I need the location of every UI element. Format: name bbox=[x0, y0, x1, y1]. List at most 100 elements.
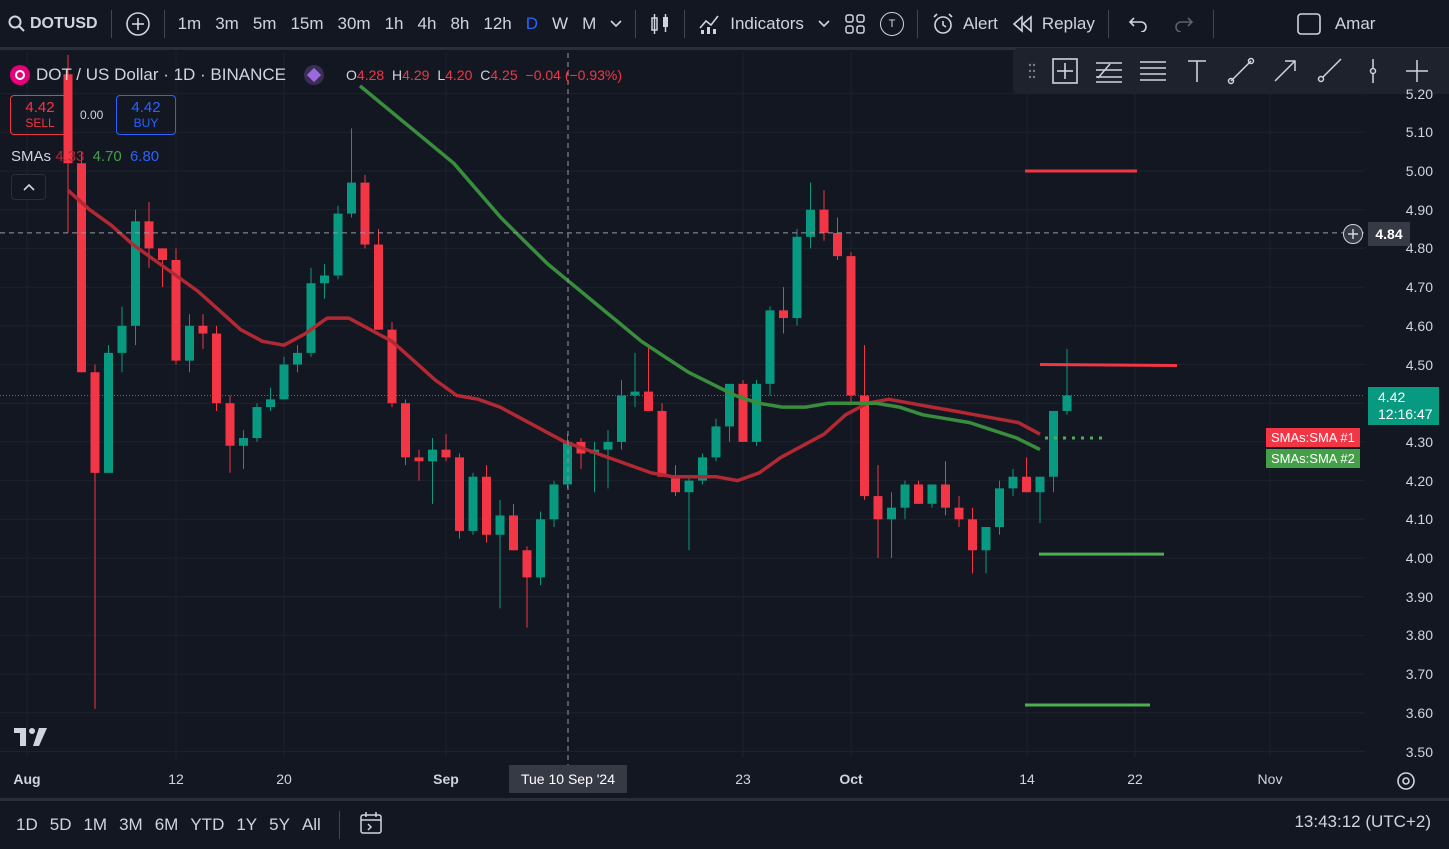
range-6m[interactable]: 6M bbox=[154, 815, 179, 834]
indicators-dropdown-button[interactable] bbox=[811, 6, 837, 42]
text-tool-icon[interactable] bbox=[1175, 51, 1219, 91]
range-all[interactable]: All bbox=[301, 815, 321, 834]
chart-type-button[interactable] bbox=[642, 6, 678, 42]
range-1y[interactable]: 1Y bbox=[236, 815, 258, 834]
interval-15m[interactable]: 15m bbox=[290, 13, 324, 33]
range-5y[interactable]: 5Y bbox=[269, 815, 290, 834]
add-alert-icon[interactable] bbox=[1343, 224, 1363, 244]
symbol-search-button[interactable]: DOTUSD bbox=[0, 6, 105, 42]
trend-line-icon[interactable] bbox=[1219, 51, 1263, 91]
price-tick-label: 4.80 bbox=[1405, 240, 1433, 257]
interval-30m[interactable]: 30m bbox=[337, 13, 371, 33]
timezone-clock[interactable]: 13:43:12 (UTC+2) bbox=[1294, 812, 1431, 831]
candle-body bbox=[225, 403, 235, 446]
undo-icon bbox=[1128, 16, 1147, 32]
buy-button[interactable]: 4.42 BUY bbox=[116, 95, 176, 135]
sell-button[interactable]: 4.42 SELL bbox=[10, 95, 70, 135]
ray-tool-icon[interactable] bbox=[1307, 51, 1351, 91]
interval-list: 1m 3m 5m 15m 30m 1h 4h 8h 12h D W M bbox=[171, 6, 604, 42]
sma-legend[interactable]: SMAs 4.33 4.70 6.80 bbox=[11, 148, 159, 165]
alarm-clock-icon bbox=[933, 12, 953, 34]
tradingview-logo[interactable] bbox=[14, 726, 52, 754]
interval-1m[interactable]: 1m bbox=[177, 13, 202, 33]
interval-4h[interactable]: 4h bbox=[417, 13, 437, 33]
candle-body bbox=[644, 391, 653, 411]
candle-body bbox=[1062, 395, 1072, 411]
candle-body bbox=[171, 260, 181, 361]
interval-d[interactable]: D bbox=[525, 13, 539, 33]
templates-button[interactable]: T bbox=[873, 6, 911, 42]
divider bbox=[1107, 9, 1109, 38]
crosshair-tool-icon[interactable] bbox=[1395, 51, 1439, 91]
fullscreen-button[interactable] bbox=[1290, 6, 1328, 42]
price-chart[interactable] bbox=[0, 53, 1449, 798]
fib-channel-icon[interactable] bbox=[1087, 51, 1131, 91]
price-tick-label: 3.50 bbox=[1405, 743, 1433, 760]
interval-8h[interactable]: 8h bbox=[450, 13, 470, 33]
range-1d[interactable]: 1D bbox=[16, 815, 38, 834]
ohlc-values: O4.28 H4.29 L4.20 C4.25 −0.04 (−0.93%) bbox=[346, 67, 623, 83]
layouts-button[interactable] bbox=[837, 6, 873, 42]
chart-pane[interactable] bbox=[0, 53, 1449, 798]
replay-button[interactable]: Replay bbox=[1005, 6, 1102, 42]
parallel-lines-icon[interactable] bbox=[1131, 51, 1175, 91]
symbol-name: DOTUSD bbox=[30, 14, 98, 32]
candle-body bbox=[792, 236, 802, 319]
candle-body bbox=[1035, 476, 1045, 493]
interval-12h[interactable]: 12h bbox=[483, 13, 512, 33]
price-tick-label: 5.10 bbox=[1405, 124, 1433, 141]
sma3-value: 6.80 bbox=[129, 148, 160, 165]
chevron-down-icon bbox=[818, 19, 830, 27]
candle-body bbox=[752, 383, 761, 442]
range-3m[interactable]: 3M bbox=[119, 815, 143, 834]
candle-body bbox=[468, 476, 478, 531]
candle-body bbox=[941, 484, 950, 508]
legend-title[interactable]: DOT / US Dollar · 1D · BINANCE bbox=[36, 65, 287, 84]
undo-button[interactable] bbox=[1115, 6, 1161, 42]
drag-handle-icon[interactable] bbox=[1021, 51, 1043, 91]
sell-price: 4.42 bbox=[25, 99, 55, 116]
candle-body bbox=[306, 283, 316, 353]
alert-button[interactable]: Alert bbox=[924, 6, 1005, 42]
range-5d[interactable]: 5D bbox=[49, 815, 72, 834]
redo-icon bbox=[1175, 16, 1193, 32]
user-menu-button[interactable]: Amar bbox=[1328, 6, 1383, 42]
candle-body bbox=[819, 209, 829, 233]
candle-body bbox=[77, 163, 86, 373]
candle-body bbox=[846, 256, 856, 396]
interval-5m[interactable]: 5m bbox=[252, 13, 277, 33]
arrow-tool-icon[interactable] bbox=[1263, 51, 1307, 91]
legend-collapse-button[interactable] bbox=[11, 174, 46, 200]
candle-body bbox=[806, 209, 815, 237]
interval-w[interactable]: W bbox=[552, 13, 569, 33]
price-tick-label: 5.00 bbox=[1405, 163, 1433, 179]
object-tree-icon[interactable] bbox=[1043, 51, 1087, 91]
interval-1h[interactable]: 1h bbox=[384, 13, 404, 33]
candle-body bbox=[1008, 476, 1018, 489]
interval-m[interactable]: M bbox=[582, 13, 597, 33]
candle-body bbox=[981, 527, 991, 551]
compare-button[interactable] bbox=[118, 6, 158, 42]
candle-body bbox=[684, 480, 694, 493]
interval-3m[interactable]: 3m bbox=[215, 13, 239, 33]
resistance-level-line bbox=[1039, 363, 1178, 367]
range-ytd[interactable]: YTD bbox=[190, 815, 225, 834]
vertical-line-icon[interactable] bbox=[1351, 51, 1395, 91]
candle-body bbox=[509, 515, 518, 551]
time-tick-label: 12 bbox=[168, 771, 184, 787]
time-tick-label: Sep bbox=[433, 771, 459, 787]
candle-body bbox=[563, 441, 572, 485]
interval-dropdown-button[interactable] bbox=[603, 6, 629, 42]
candle-body bbox=[603, 441, 613, 450]
goto-date-button[interactable] bbox=[352, 810, 390, 841]
redo-button[interactable] bbox=[1161, 6, 1207, 42]
dot-network-icon[interactable] bbox=[304, 65, 325, 85]
chevron-down-icon bbox=[610, 19, 622, 27]
last-price-value: 4.42 bbox=[1378, 389, 1406, 405]
range-1m[interactable]: 1M bbox=[83, 815, 108, 834]
candle-body bbox=[495, 515, 505, 535]
candle-body bbox=[954, 507, 964, 520]
candle-body bbox=[333, 213, 343, 276]
chart-settings-icon[interactable] bbox=[1395, 770, 1417, 792]
indicators-button[interactable]: Indicators bbox=[691, 6, 811, 42]
